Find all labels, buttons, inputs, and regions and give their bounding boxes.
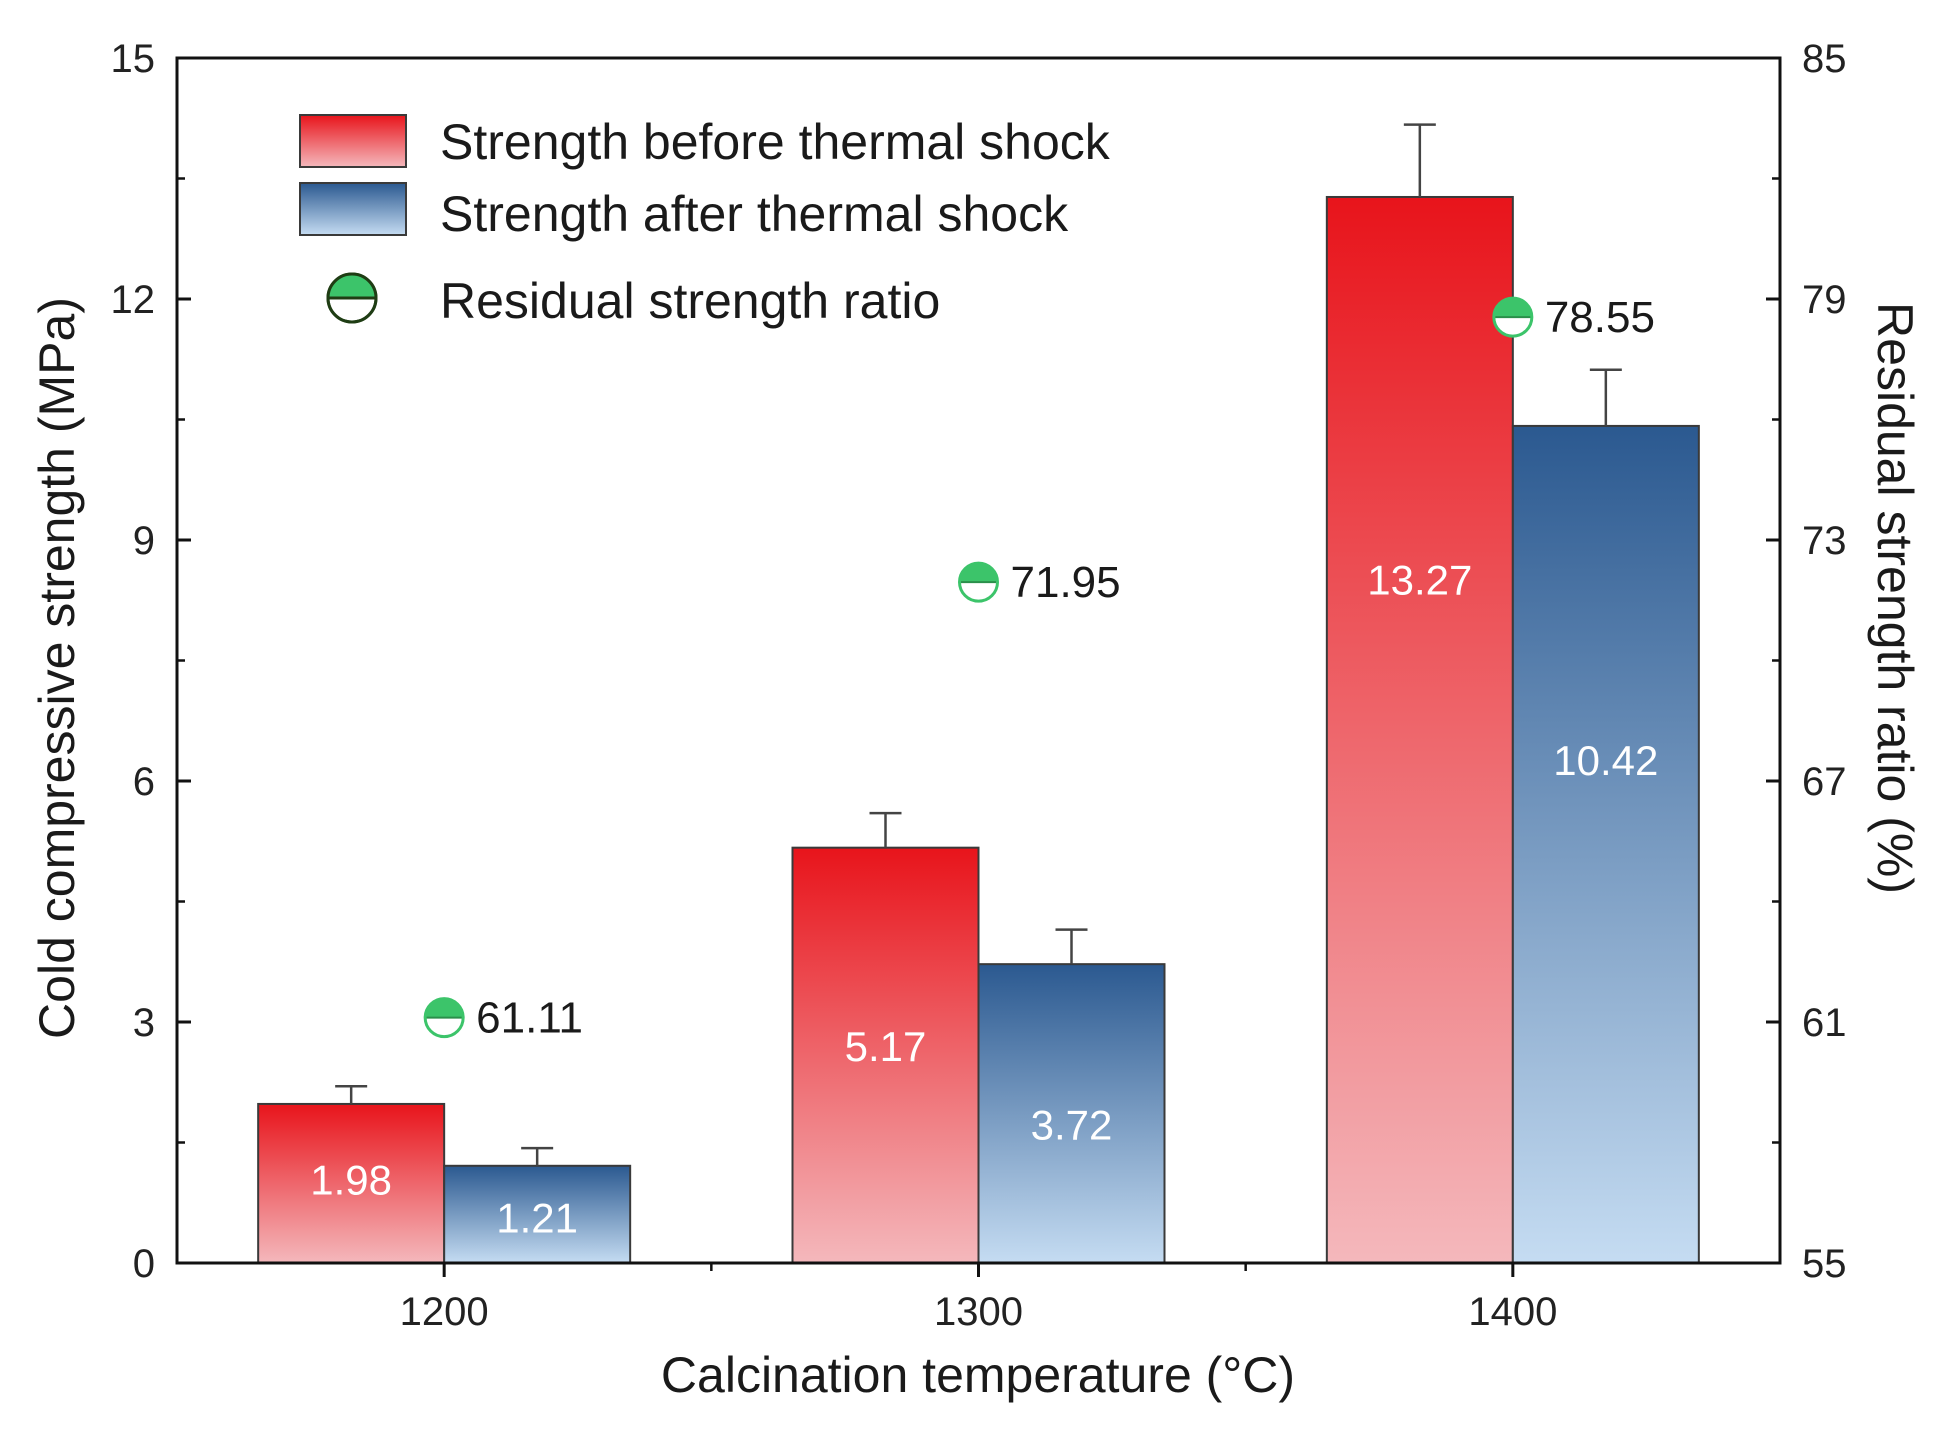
y-tick-label-left-6: 6 <box>133 760 155 804</box>
y-axis-title-left: Cold compressive strength (MPa) <box>29 297 85 1039</box>
bar-before-1200 <box>257 1102 446 1264</box>
y-tick-label-right-85: 85 <box>1802 37 1847 81</box>
bar-label-after-1400: 10.42 <box>1553 737 1658 784</box>
x-tick-label-1300: 1300 <box>934 1290 1023 1334</box>
y-tick-label-right-55: 55 <box>1802 1242 1847 1286</box>
bar-before-1300 <box>791 846 980 1265</box>
y-tick-label-right-61: 61 <box>1802 1001 1847 1045</box>
bar-after-1200 <box>443 1164 632 1264</box>
y-tick-label-right-67: 67 <box>1802 760 1847 804</box>
legend-ratio-marker <box>326 272 378 324</box>
bar-label-after-1200: 1.21 <box>496 1194 578 1241</box>
y-axis-title-right: Residual strength ratio (%) <box>1867 302 1923 894</box>
ratio-label-1400: 78.55 <box>1545 293 1655 342</box>
bar-label-before-1300: 5.17 <box>845 1023 927 1070</box>
bar-before-1400 <box>1325 195 1514 1264</box>
legend: Strength before thermal shock Strength a… <box>299 114 1111 329</box>
ratio-marker-1400 <box>1492 296 1534 338</box>
legend-swatch-after <box>299 182 407 236</box>
y-tick-label-right-73: 73 <box>1802 519 1847 563</box>
y-tick-label-left-15: 15 <box>111 37 156 81</box>
bar-after-1400 <box>1511 424 1700 1264</box>
ratio-label-1300: 71.95 <box>1011 558 1121 607</box>
bar-label-before-1200: 1.98 <box>310 1156 392 1203</box>
y-tick-label-left-3: 3 <box>133 1001 155 1045</box>
legend-label-ratio: Residual strength ratio <box>440 273 940 329</box>
x-tick-label-1400: 1400 <box>1468 1290 1557 1334</box>
plot-area: 1.98 5.17 13.27 1.21 3.72 10.42 61.11 71.95 78.5… <box>111 37 1847 1334</box>
legend-label-before: Strength before thermal shock <box>440 114 1111 170</box>
bar-label-before-1400: 13.27 <box>1367 557 1472 604</box>
ratio-marker-1300 <box>958 561 999 603</box>
y-tick-label-right-79: 79 <box>1802 278 1847 322</box>
y-tick-label-left-12: 12 <box>111 278 156 322</box>
ratio-label-1200: 61.11 <box>476 994 583 1043</box>
legend-label-after: Strength after thermal shock <box>440 186 1069 242</box>
y-tick-label-left-0: 0 <box>133 1242 155 1286</box>
bar-label-after-1300: 3.72 <box>1031 1102 1113 1149</box>
legend-swatch-before <box>299 114 407 168</box>
ratio-marker-1200 <box>423 997 465 1039</box>
x-axis-title: Calcination temperature (°C) <box>661 1347 1295 1403</box>
y-tick-label-left-9: 9 <box>133 519 155 563</box>
x-tick-label-1200: 1200 <box>400 1290 489 1334</box>
